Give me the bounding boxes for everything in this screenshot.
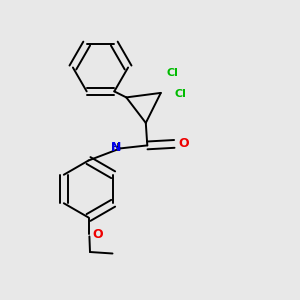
Text: O: O [178,137,188,150]
Text: Cl: Cl [174,89,186,99]
Text: H: H [110,142,119,152]
Text: O: O [92,227,103,241]
Text: Cl: Cl [167,68,179,78]
Text: N: N [110,141,121,154]
